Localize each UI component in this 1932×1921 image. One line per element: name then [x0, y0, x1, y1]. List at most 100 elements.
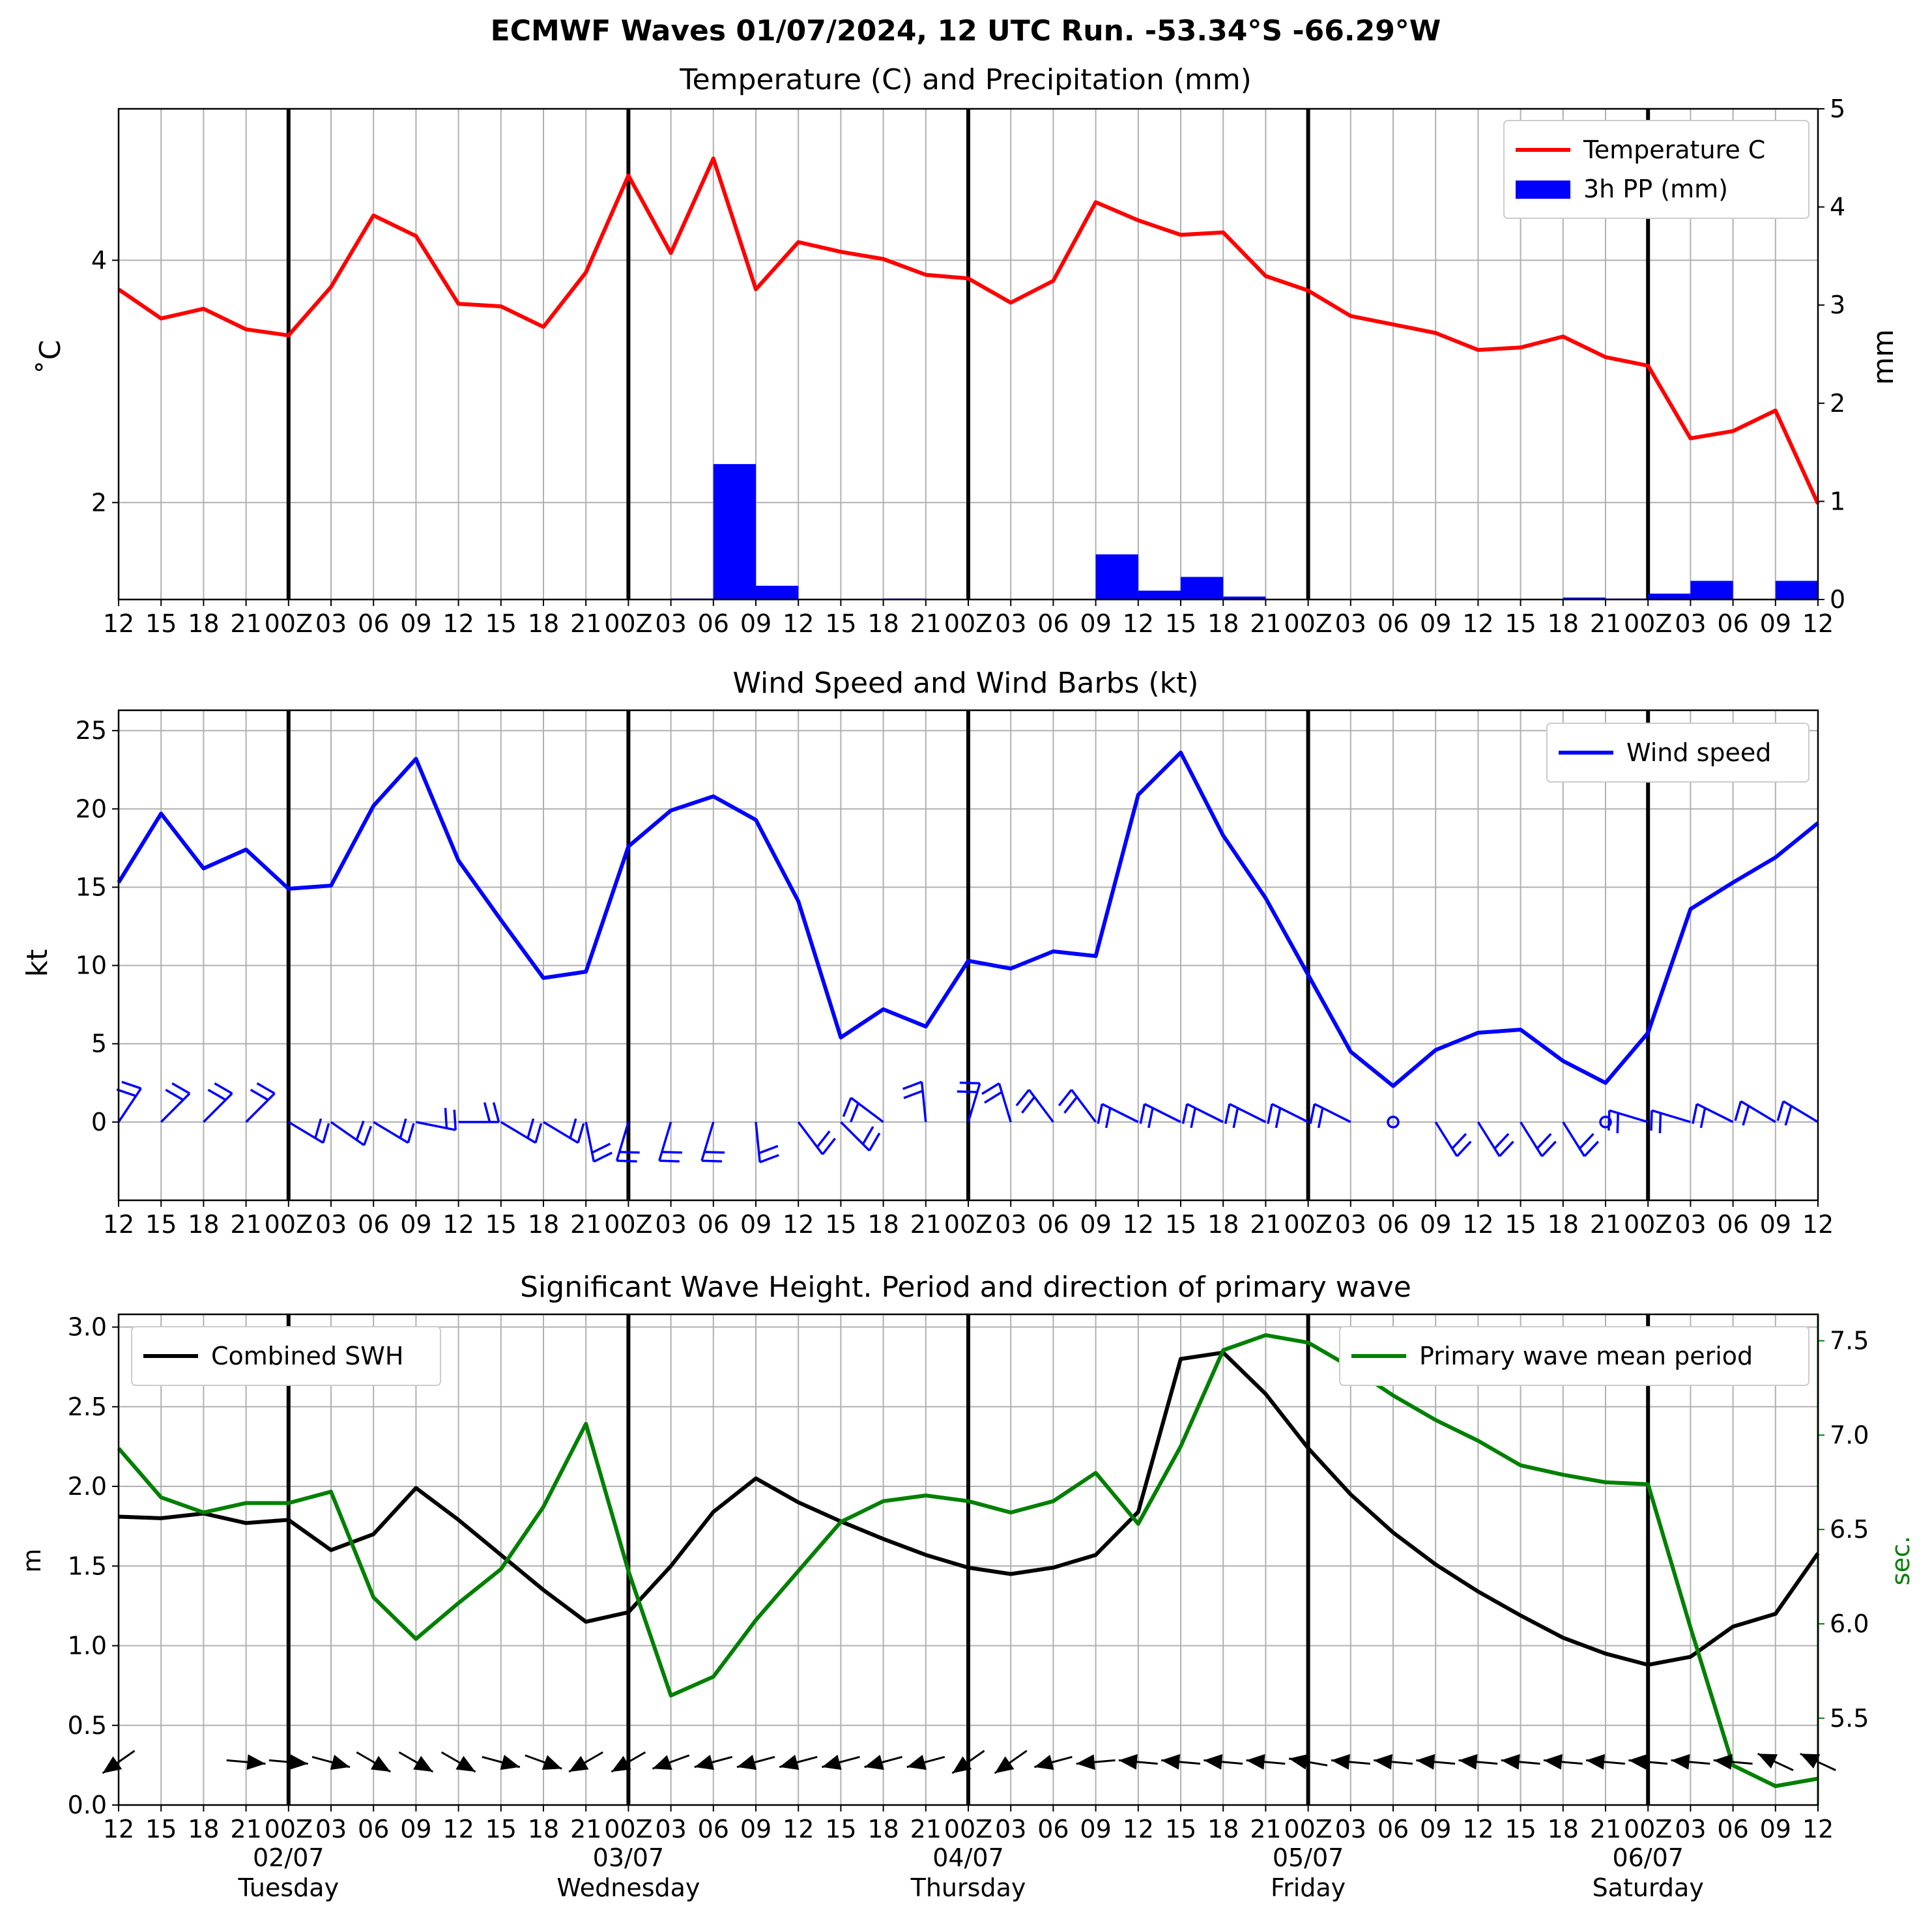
y-tick-label: 3.0	[68, 1313, 107, 1342]
x-tick-label: 00Z	[1284, 609, 1332, 638]
x-tick-label: 18	[1548, 1815, 1579, 1843]
wind-barb-shaft	[1562, 1121, 1586, 1157]
x-tick-label: 21	[910, 609, 942, 638]
wind-panel: Wind Speed and Wind Barbs (kt) kt 0 5 10 15…	[21, 667, 1834, 1239]
y-tick-label: 2	[91, 488, 107, 517]
wind-barb-feather	[816, 1130, 831, 1148]
wave-arrow-head	[994, 1756, 1015, 1774]
legend-label: Combined SWH	[211, 1342, 403, 1370]
y2-tick-label: 4	[1830, 193, 1845, 222]
x-tick-label: 03	[315, 609, 347, 638]
x-tick-label: 12	[442, 1815, 474, 1843]
wind-barb-feather	[1267, 1103, 1273, 1124]
x-tick-label: 18	[188, 1815, 219, 1843]
x-tick-label: 15	[1505, 1815, 1536, 1843]
wave-direction-arrow	[611, 1751, 646, 1773]
wave-direction-arrow	[1501, 1754, 1540, 1770]
wind-barb-feather	[444, 1108, 448, 1129]
wave-arrow-head	[541, 1755, 562, 1770]
wind-barb-feather	[256, 1082, 276, 1095]
wind-barb-shaft	[373, 1121, 409, 1144]
y-tick-label: 1.0	[68, 1632, 107, 1660]
wind-barb-shaft	[416, 1121, 456, 1131]
x-tick-label: 06	[1037, 609, 1069, 638]
wave-direction-arrow	[226, 1754, 266, 1770]
wind-barb-feather	[121, 1080, 141, 1090]
wave-arrow-head	[1458, 1754, 1478, 1770]
wind-barb-feather	[661, 1151, 682, 1154]
wind-barb-shaft	[755, 1121, 761, 1163]
wave-arrow-head	[1118, 1754, 1138, 1770]
wind-barb-feather	[1097, 1103, 1104, 1124]
wind-barb-shaft	[584, 1121, 596, 1163]
x-tick-label: 00Z	[604, 609, 652, 638]
x-tick-label: 00Z	[604, 1815, 652, 1843]
x-tick-label: 06	[1037, 1815, 1069, 1843]
temperature-precipitation-panel: Temperature (C) and Precipitation (mm) ˚…	[34, 63, 1900, 638]
x-tick-label: 06	[1717, 1815, 1748, 1843]
wave-arrow-head	[1034, 1754, 1054, 1770]
wind-barb	[160, 1082, 191, 1123]
x-tick-label: 18	[1207, 1210, 1239, 1239]
wave-arrow-head	[1246, 1754, 1265, 1770]
day-name-label: Wednesday	[556, 1873, 700, 1902]
wave-direction-arrow	[1118, 1754, 1158, 1770]
precip-bar	[713, 464, 756, 599]
y2-tick-label: 2	[1830, 389, 1845, 418]
x-tick-label: 03	[655, 1815, 686, 1843]
x-tick-label: 15	[825, 1815, 856, 1843]
x-tick-label: 00Z	[944, 1815, 992, 1843]
panel2-title: Wind Speed and Wind Barbs (kt)	[733, 667, 1199, 700]
wave-arrow-head	[1204, 1754, 1223, 1770]
x-tick-label: 00Z	[1284, 1815, 1332, 1843]
x-tick-label: 21	[1250, 609, 1281, 638]
wave-direction-arrow	[694, 1754, 733, 1770]
wind-barb-shaft	[1229, 1103, 1267, 1123]
wave-arrow-head	[569, 1755, 589, 1772]
wind-barb	[615, 1121, 640, 1163]
x-tick-label: 00Z	[944, 609, 992, 638]
y2-tick-label: 7.5	[1830, 1327, 1869, 1355]
wind-barb-feather	[492, 1102, 500, 1123]
wave-arrow-head	[1161, 1754, 1181, 1770]
x-tick-label: 03	[1335, 1210, 1366, 1239]
x-tick-label: 12	[1123, 609, 1154, 638]
wind-barb-feather	[577, 1123, 585, 1144]
x-tick-label: 09	[1080, 609, 1111, 638]
x-tick-label: 03	[315, 1210, 347, 1239]
x-tick-label: 12	[103, 1210, 134, 1239]
wind-barb-shaft	[920, 1082, 927, 1123]
x-tick-label: 15	[485, 1210, 517, 1239]
x-tick-label: 06	[1717, 1210, 1748, 1239]
wave-arrow-head	[822, 1754, 842, 1770]
precip-bar	[1181, 577, 1224, 599]
panel3-y2label: sec.	[1886, 1536, 1915, 1585]
wind-barb	[842, 1097, 884, 1123]
x-tick-label: 12	[783, 1815, 814, 1843]
wave-direction-arrow	[268, 1754, 308, 1770]
x-tick-label: 21	[570, 1815, 601, 1843]
x-tick-label: 15	[485, 609, 517, 638]
wind-barb	[1139, 1103, 1181, 1129]
x-tick-label: 18	[1207, 609, 1239, 638]
x-tick-label: 18	[1207, 1815, 1239, 1843]
wind-barb	[1608, 1109, 1649, 1134]
wind-barb-feather	[322, 1123, 330, 1144]
x-tick-label: 06	[358, 609, 389, 638]
wind-barb	[981, 1082, 1012, 1123]
wave-direction-arrow	[1034, 1754, 1073, 1770]
wave-direction-arrow	[951, 1750, 985, 1774]
x-tick-label: 09	[1760, 1210, 1791, 1239]
wave-arrow-head	[779, 1754, 800, 1770]
wave-direction-arrow	[1161, 1754, 1201, 1770]
wind-barb	[1477, 1121, 1514, 1157]
wind-barb	[1267, 1103, 1309, 1129]
wave-direction-arrow	[568, 1751, 603, 1773]
wind-barb	[1692, 1103, 1734, 1129]
wind-barb	[1562, 1121, 1600, 1157]
panel1-title: Temperature (C) and Precipitation (mm)	[679, 63, 1252, 96]
x-tick-label: 06	[698, 1815, 729, 1843]
x-tick-label: 15	[1165, 1210, 1196, 1239]
wave-direction-arrow	[1713, 1754, 1753, 1770]
wind-barb-feather	[842, 1097, 852, 1118]
